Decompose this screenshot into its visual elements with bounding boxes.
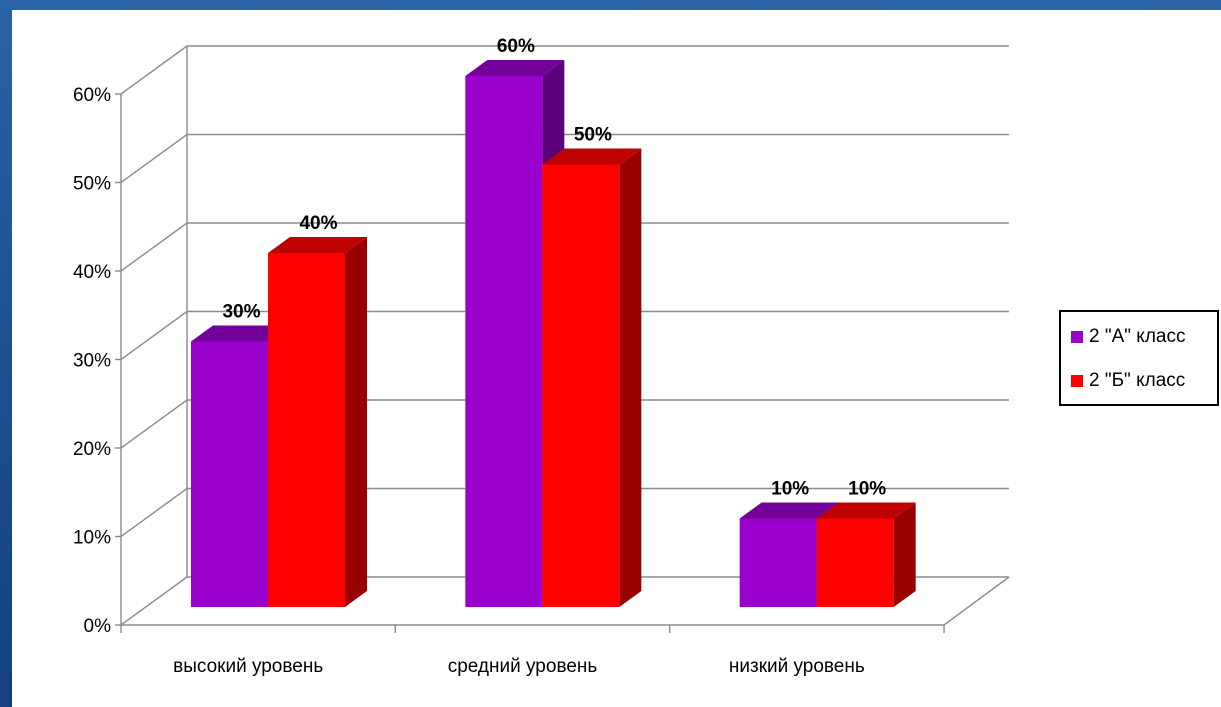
- y-tick-label: 0%: [84, 616, 112, 637]
- bar-top: [465, 60, 565, 76]
- legend-item-series-a: 2 "А" класс: [1071, 326, 1185, 348]
- data-label: 10%: [771, 479, 809, 500]
- legend-item-series-b: 2 "Б" класс: [1071, 370, 1185, 392]
- legend-label-series-a: 2 "А" класс: [1089, 326, 1186, 347]
- bar-side: [345, 237, 367, 607]
- data-label: 60%: [497, 36, 535, 57]
- bar-top: [268, 237, 367, 253]
- bar-front: [739, 518, 817, 607]
- bar-top: [816, 502, 916, 519]
- y-tick-label: 40%: [73, 262, 111, 283]
- bar-front: [191, 341, 268, 607]
- chart-area: 0% 10% 20% 30% 40% 50% 60% высокий уровень средн…: [12, 10, 1221, 707]
- bar: [542, 148, 642, 607]
- bar: [816, 502, 916, 607]
- bar-front: [268, 253, 345, 607]
- legend-label-series-b: 2 "Б" класс: [1089, 370, 1186, 391]
- bar-front: [542, 164, 620, 607]
- bar-front: [816, 518, 894, 607]
- legend: 2 "А" класс 2 "Б" класс: [1059, 310, 1219, 406]
- data-label: 50%: [574, 125, 612, 146]
- bar-side: [619, 148, 642, 607]
- data-label: 30%: [222, 302, 260, 323]
- bar: [268, 237, 367, 607]
- y-tick-label: 30%: [73, 351, 111, 372]
- x-category-label: низкий уровень: [729, 656, 865, 677]
- chart: 0% 10% 20% 30% 40% 50% 60% высокий уровень средн…: [73, 36, 1010, 677]
- y-tick-label: 50%: [73, 174, 111, 195]
- data-label: 10%: [848, 479, 886, 500]
- x-category-label: средний уровень: [448, 656, 598, 677]
- bar-side: [893, 502, 916, 607]
- data-label: 40%: [299, 213, 337, 234]
- y-tick-label: 60%: [73, 85, 111, 106]
- floor-edge: [943, 576, 1010, 626]
- bar-top: [191, 325, 290, 342]
- gridline: [120, 45, 1009, 95]
- legend-swatch-series-b: [1071, 375, 1083, 387]
- y-tick-label: 10%: [73, 528, 111, 549]
- y-tick-label: 20%: [73, 439, 111, 460]
- bar-front: [465, 76, 543, 607]
- bar-top: [542, 148, 642, 165]
- legend-swatch-series-a: [1071, 331, 1083, 343]
- x-category-label: высокий уровень: [173, 656, 323, 677]
- bar-top: [739, 502, 839, 519]
